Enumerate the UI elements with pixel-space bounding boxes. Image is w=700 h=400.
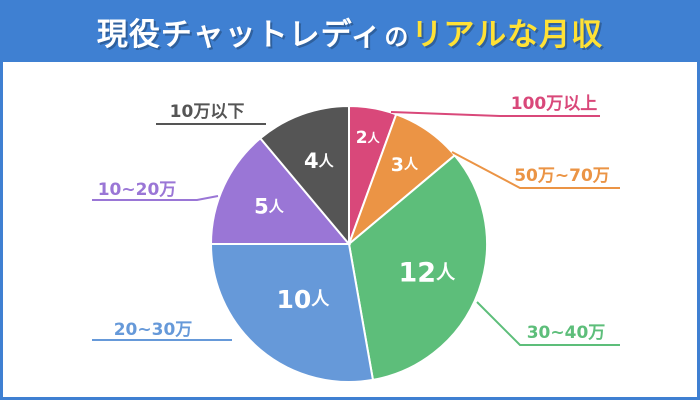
slice-value-label: 12人 <box>399 257 457 288</box>
slice-value-label: 4人 <box>304 149 335 173</box>
pie-slice <box>209 136 352 245</box>
leader-line <box>390 111 600 117</box>
slice-category-label: 50万~70万 <box>514 166 610 186</box>
slice-value-label: 2人 <box>356 128 381 148</box>
title-banner: 現役チャットレディのリアルな月収 <box>0 0 700 62</box>
slice-value-label: 10人 <box>277 285 331 314</box>
leader-line <box>451 151 620 189</box>
pie-slice <box>209 243 375 383</box>
leader-line <box>92 195 219 201</box>
slice-value-label: 3人 <box>391 154 419 176</box>
value-labels: 2人 3人 12人 10人 5人 4人 <box>254 128 456 314</box>
leader-line <box>476 301 620 346</box>
pie-slice <box>258 104 350 247</box>
slice-category-label: 30~40万 <box>527 323 606 343</box>
leader-lines <box>92 111 620 346</box>
category-labels: 100万以上 50万~70万 30~40万 20~30万 10~20万 10万以下 <box>98 94 610 343</box>
pie-slices <box>209 104 488 383</box>
title-particle: の <box>384 22 410 51</box>
slice-category-label: 20~30万 <box>114 320 193 340</box>
slice-category-label: 100万以上 <box>511 94 598 114</box>
title-accent: リアルな月収 <box>411 16 604 53</box>
title-main: 現役チャットレディ <box>96 16 383 53</box>
slice-value-label: 5人 <box>254 195 285 219</box>
slice-category-label: 10~20万 <box>98 180 177 200</box>
slice-category-label: 10万以下 <box>170 102 245 122</box>
pie-slice <box>347 153 488 382</box>
chart-title: 現役チャットレディのリアルな月収 <box>97 9 603 54</box>
